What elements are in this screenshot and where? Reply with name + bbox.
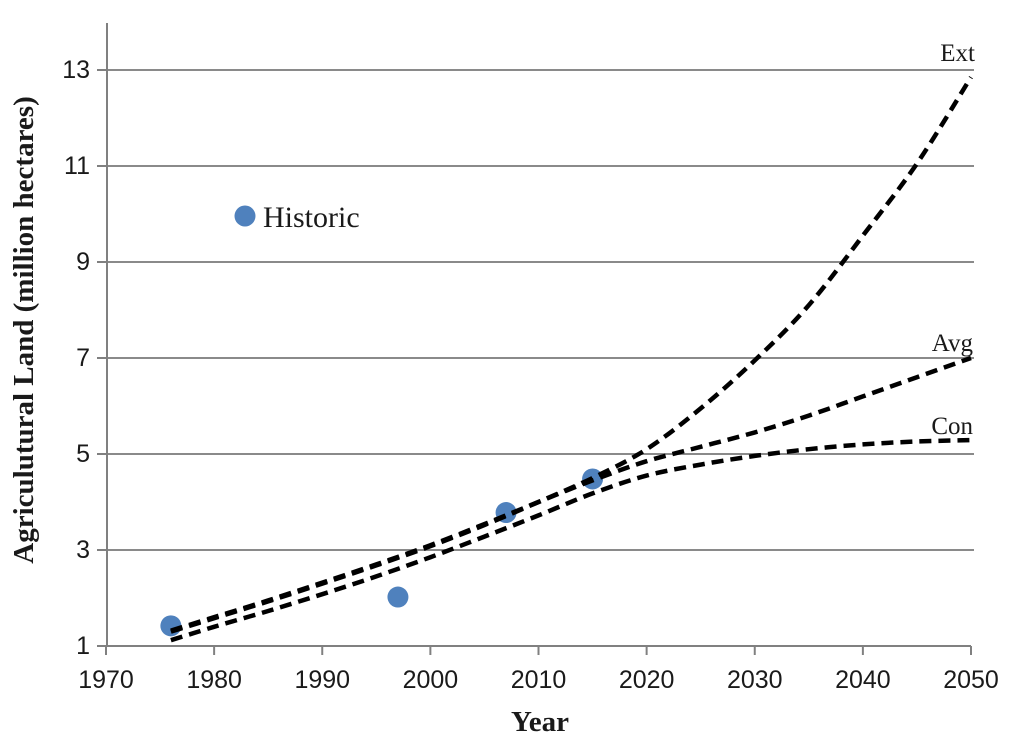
projection-line-avg	[170, 355, 972, 633]
legend-label: Historic	[263, 201, 360, 234]
y-tick-label-3: 3	[76, 536, 90, 564]
legend-marker-icon	[234, 205, 256, 227]
y-tick-label-11: 11	[64, 152, 90, 180]
x-tick-label-2010: 2010	[511, 666, 567, 694]
x-tick-label-1990: 1990	[294, 666, 350, 694]
series-label-ext: Ext	[940, 40, 975, 67]
projection-line-con	[170, 437, 972, 643]
series-label-avg: Avg	[932, 330, 974, 357]
x-tick-label-1970: 1970	[78, 666, 134, 694]
y-tick-label-1: 1	[76, 632, 90, 660]
x-axis-title: Year	[511, 706, 569, 738]
legend: Historic	[234, 201, 360, 234]
x-tick-label-1980: 1980	[186, 666, 242, 694]
y-tick-label-7: 7	[76, 344, 90, 372]
x-tick-label-2030: 2030	[727, 666, 783, 694]
y-tick-label-9: 9	[76, 248, 90, 276]
series-label-con: Con	[931, 413, 973, 440]
y-axis-title: Agriculutural Land (million hectares)	[8, 96, 40, 563]
x-tick-label-2000: 2000	[403, 666, 459, 694]
projection-lines	[170, 76, 973, 643]
x-tick-label-2050: 2050	[943, 666, 999, 694]
y-tick-label-13: 13	[62, 56, 90, 84]
y-tick-label-5: 5	[76, 440, 90, 468]
historic-point-1976	[160, 615, 182, 637]
axes	[97, 23, 972, 655]
x-tick-label-2040: 2040	[835, 666, 891, 694]
x-tick-label-2020: 2020	[619, 666, 675, 694]
historic-point-1997	[387, 586, 409, 608]
projection-line-ext	[170, 76, 973, 634]
gridlines	[107, 69, 974, 551]
